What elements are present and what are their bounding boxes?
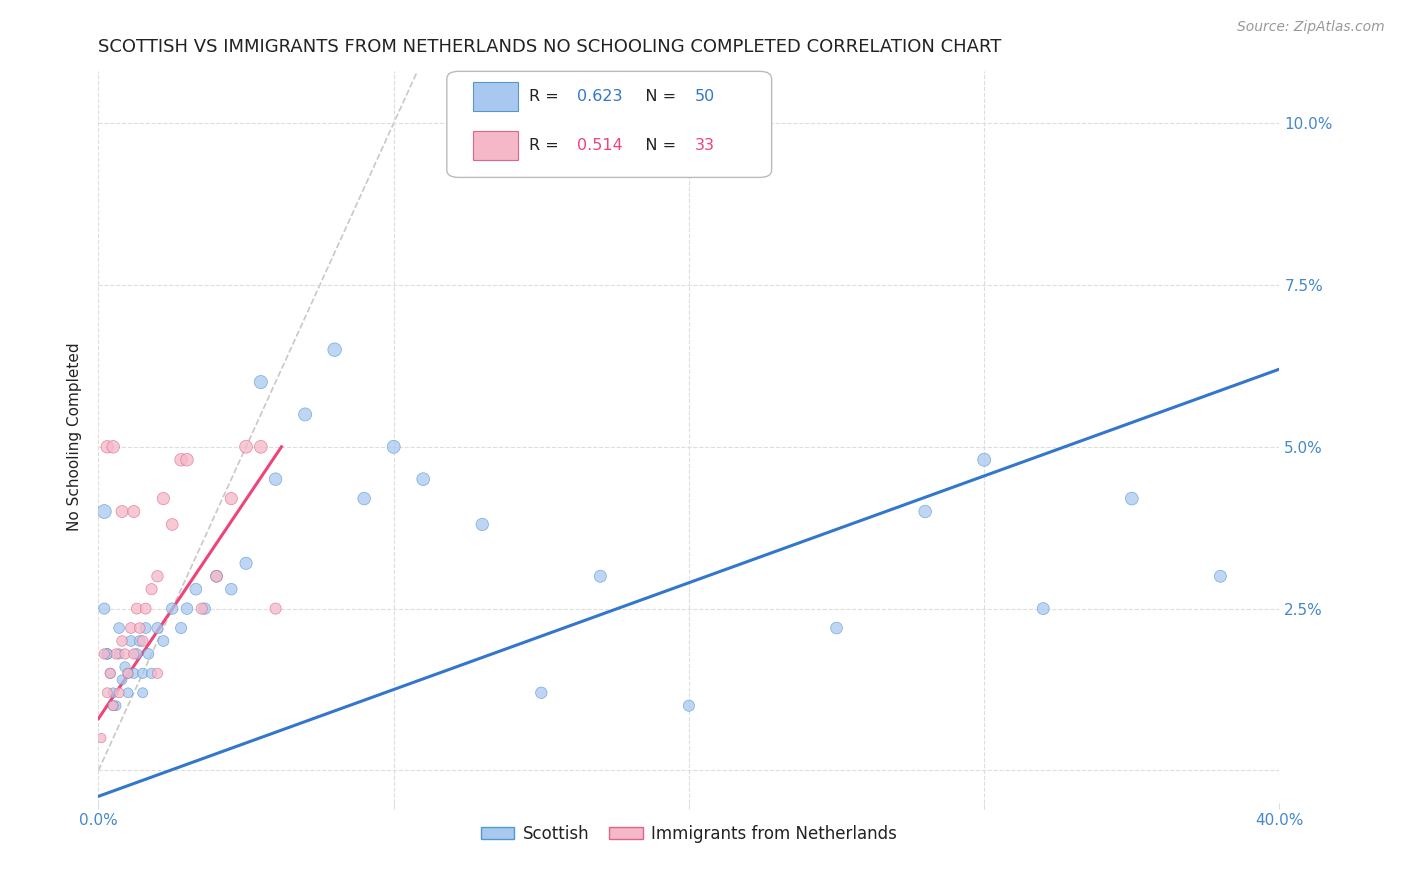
Point: [96, 440, 118, 454]
Point: [111, 504, 134, 518]
Point: [162, 517, 183, 532]
Point: [96, 686, 118, 700]
Point: [914, 504, 936, 518]
Point: [117, 666, 139, 681]
Text: Source: ZipAtlas.com: Source: ZipAtlas.com: [1237, 20, 1385, 34]
Point: [973, 452, 995, 467]
Point: [105, 647, 128, 661]
Point: [176, 601, 198, 615]
Point: [132, 666, 155, 681]
Point: [120, 621, 142, 635]
Text: SCOTTISH VS IMMIGRANTS FROM NETHERLANDS NO SCHOOLING COMPLETED CORRELATION CHART: SCOTTISH VS IMMIGRANTS FROM NETHERLANDS …: [98, 38, 1002, 56]
Point: [93, 601, 115, 615]
Point: [103, 440, 125, 454]
Point: [93, 647, 115, 661]
Point: [122, 647, 145, 661]
Point: [103, 698, 125, 713]
Text: 50: 50: [695, 89, 716, 103]
Point: [589, 569, 612, 583]
Point: [128, 621, 150, 635]
Point: [141, 666, 163, 681]
Point: [103, 698, 125, 713]
Point: [825, 621, 848, 635]
Point: [235, 440, 257, 454]
Point: [141, 582, 163, 597]
Point: [205, 569, 228, 583]
Point: [162, 601, 183, 615]
Point: [125, 601, 148, 615]
Text: 0.514: 0.514: [576, 137, 623, 153]
Point: [152, 634, 174, 648]
Text: N =: N =: [630, 89, 681, 103]
Bar: [472, 82, 517, 111]
Point: [221, 491, 243, 506]
Point: [108, 621, 131, 635]
Point: [1209, 569, 1232, 583]
Point: [264, 601, 287, 615]
Point: [146, 569, 169, 583]
Point: [250, 440, 273, 454]
Point: [117, 666, 139, 681]
Text: 0.623: 0.623: [576, 89, 623, 103]
Point: [323, 343, 346, 357]
Point: [152, 491, 174, 506]
Point: [114, 660, 136, 674]
Point: [678, 698, 700, 713]
Point: [146, 621, 169, 635]
Point: [96, 647, 118, 661]
Point: [1032, 601, 1054, 615]
Point: [170, 452, 193, 467]
Point: [111, 673, 134, 687]
Point: [191, 601, 214, 615]
Point: [353, 491, 375, 506]
Point: [471, 517, 494, 532]
Point: [194, 601, 217, 615]
Point: [382, 440, 405, 454]
Point: [105, 698, 128, 713]
Point: [264, 472, 287, 486]
Point: [170, 621, 193, 635]
Point: [135, 621, 157, 635]
Point: [108, 647, 131, 661]
Text: N =: N =: [630, 137, 681, 153]
Point: [176, 452, 198, 467]
Point: [122, 666, 145, 681]
Point: [98, 666, 121, 681]
Point: [117, 686, 139, 700]
Point: [120, 634, 142, 648]
Point: [125, 647, 148, 661]
Legend: Scottish, Immigrants from Netherlands: Scottish, Immigrants from Netherlands: [474, 818, 904, 849]
Y-axis label: No Schooling Completed: No Schooling Completed: [67, 343, 83, 532]
Point: [294, 408, 316, 422]
Point: [530, 686, 553, 700]
Point: [250, 375, 273, 389]
Point: [93, 504, 115, 518]
Point: [111, 634, 134, 648]
Point: [135, 601, 157, 615]
Point: [184, 582, 207, 597]
Point: [98, 666, 121, 681]
Text: R =: R =: [530, 137, 564, 153]
Point: [108, 686, 131, 700]
Point: [146, 666, 169, 681]
Point: [128, 634, 150, 648]
Point: [132, 686, 155, 700]
Point: [412, 472, 434, 486]
Point: [205, 569, 228, 583]
Point: [132, 634, 155, 648]
Point: [138, 647, 160, 661]
Point: [235, 557, 257, 571]
Point: [122, 504, 145, 518]
Point: [96, 647, 118, 661]
Bar: [472, 131, 517, 160]
Text: R =: R =: [530, 89, 564, 103]
Point: [103, 686, 125, 700]
Point: [114, 647, 136, 661]
Point: [1121, 491, 1143, 506]
FancyBboxPatch shape: [447, 71, 772, 178]
Text: 33: 33: [695, 137, 714, 153]
Point: [90, 731, 112, 745]
Point: [221, 582, 243, 597]
